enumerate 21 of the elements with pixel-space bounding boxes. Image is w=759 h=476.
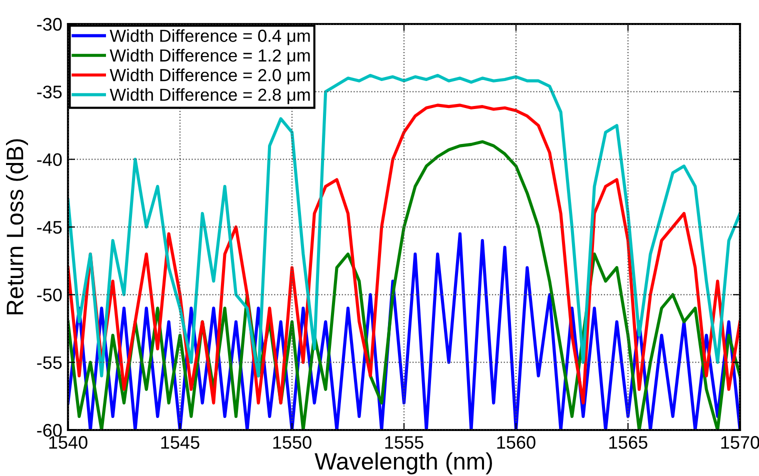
- y-tick-label: -60: [37, 424, 62, 437]
- x-tick-label: 1570: [721, 436, 759, 449]
- y-tick-label: -30: [37, 18, 62, 31]
- x-tick-label: 1560: [497, 436, 536, 449]
- x-tick-label: 1545: [161, 436, 200, 449]
- legend-label: Width Difference = 2.0 μm: [110, 68, 310, 84]
- x-tick-label: 1550: [273, 436, 312, 449]
- legend-label: Width Difference = 0.4 μm: [110, 29, 310, 46]
- y-tick-label: -50: [37, 288, 62, 302]
- legend-label: Width Difference = 1.2 μm: [110, 48, 310, 65]
- line-series: [68, 104, 740, 404]
- y-tick-label: -55: [37, 356, 62, 370]
- legend-label: Width Difference = 2.8 μm: [110, 88, 310, 104]
- x-tick-label: 1565: [609, 436, 648, 449]
- y-tick-label: -35: [37, 86, 62, 98]
- x-axis-title: Wavelength (nm): [314, 452, 492, 474]
- x-tick-label: 1540: [49, 436, 88, 449]
- y-tick-label: -45: [37, 221, 62, 234]
- x-tick-label: 1555: [385, 436, 424, 449]
- y-tick-label: -40: [37, 153, 62, 166]
- y-axis-title: Return Loss (dB): [6, 139, 28, 314]
